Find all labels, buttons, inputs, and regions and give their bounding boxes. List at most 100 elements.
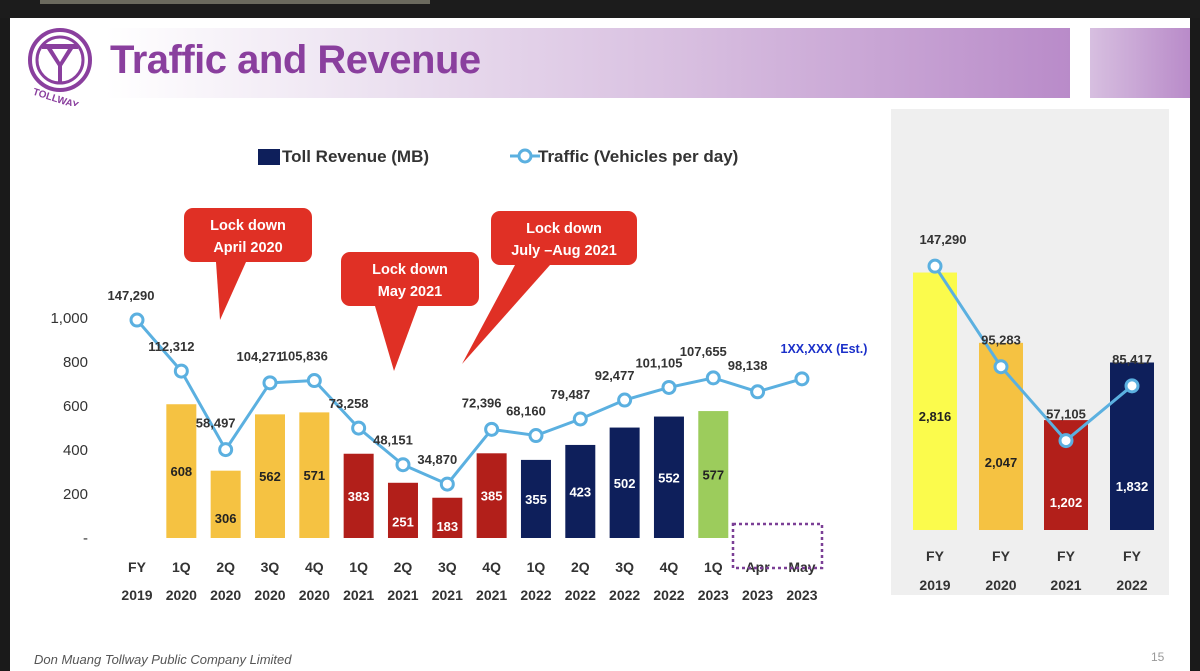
annual-traffic-label: 147,290 [920, 232, 967, 247]
revenue-bar [343, 453, 374, 538]
page-number: 15 [1151, 650, 1165, 664]
callout-3-line1: Lock down [526, 221, 602, 237]
x-tick-label-top: 1Q [172, 559, 191, 575]
revenue-bar-label: 552 [658, 470, 680, 485]
traffic-point [218, 442, 234, 458]
legend-bar-swatch [258, 149, 280, 165]
traffic-label: 72,396 [462, 395, 502, 410]
revenue-bar-label: 502 [614, 476, 636, 491]
traffic-label: 105,836 [281, 349, 328, 364]
traffic-point [572, 411, 588, 427]
traffic-point [306, 373, 322, 389]
revenue-bar [520, 459, 551, 538]
annual-traffic-label: 95,283 [981, 333, 1021, 348]
y-tick-label: 400 [63, 442, 88, 459]
x-tick-label-bottom: 2023 [742, 587, 773, 603]
traffic-label: 34,870 [417, 452, 457, 467]
y-axis: - 200 400 600 800 1,000 [50, 310, 88, 547]
traffic-label: 107,655 [680, 344, 727, 359]
x-tick-label-bottom: 2023 [698, 587, 729, 603]
traffic-point [794, 371, 810, 387]
chart-legend: Toll Revenue (MB) Traffic (Vehicles per … [258, 147, 738, 166]
annual-revenue-label: 2,047 [985, 455, 1018, 470]
callout-2-line2: May 2021 [378, 284, 443, 300]
revenue-bar [210, 470, 241, 538]
traffic-label: 73,258 [329, 396, 369, 411]
annual-revenue-bar [913, 272, 957, 530]
footer-company-name: Don Muang Tollway Public Company Limited [34, 652, 292, 667]
annual-x-tick-bottom: 2019 [919, 577, 950, 593]
annual-x-tick-bottom: 2022 [1116, 577, 1147, 593]
x-tick-label-top: FY [128, 559, 147, 575]
y-tick-label: 600 [63, 398, 88, 415]
traffic-point [262, 375, 278, 391]
callout-1-line1: Lock down [210, 218, 286, 234]
revenue-bar-label: 577 [702, 468, 724, 483]
title-banner-accent [1090, 28, 1190, 98]
revenue-bar-label: 355 [525, 492, 547, 507]
annual-traffic-label: 85,417 [1112, 352, 1152, 367]
legend-revenue-label: Toll Revenue (MB) [282, 147, 429, 166]
annual-traffic-labels: 147,290 95,283 57,105 85,417 [920, 232, 1152, 421]
revenue-bars [166, 404, 729, 538]
x-tick-label-top: 3Q [615, 559, 634, 575]
annual-x-tick-bottom: 2021 [1050, 577, 1081, 593]
annual-revenue-label: 1,832 [1116, 479, 1149, 494]
x-tick-label-top: 4Q [660, 559, 679, 575]
traffic-point [173, 363, 189, 379]
legend-traffic-label: Traffic (Vehicles per day) [538, 147, 738, 166]
annual-x-axis: FY 2019 FY 2020 FY 2021 FY 2022 [919, 548, 1147, 593]
callout-lockdown-april-2020: Lock down April 2020 [184, 208, 312, 320]
window-top-bar [0, 0, 1200, 18]
x-tick-label-top: 1Q [349, 559, 368, 575]
x-tick-label-bottom: 2019 [121, 587, 152, 603]
callout-1-line2: April 2020 [213, 240, 282, 256]
x-tick-label-bottom: 2021 [387, 587, 418, 603]
traffic-label: 48,151 [373, 433, 413, 448]
annual-revenue-labels: 2,816 2,047 1,202 1,832 [919, 409, 1149, 510]
revenue-bar-labels: 608 306 562 571 383 251 183 385 355 423 502 552 577 [170, 464, 724, 534]
annual-x-tick-top: FY [1057, 548, 1076, 564]
annual-traffic-point [993, 359, 1009, 375]
traffic-label: 112,312 [148, 339, 194, 354]
y-tick-label: 800 [63, 354, 88, 371]
revenue-bar-label: 608 [170, 464, 192, 479]
revenue-bar-label: 183 [436, 519, 458, 534]
lockdown-callouts: Lock down April 2020 Lock down May 2021 … [184, 208, 637, 371]
traffic-label: 68,160 [506, 404, 546, 419]
annual-traffic-point [927, 258, 943, 274]
traffic-point [484, 421, 500, 437]
page-title: Traffic and Revenue [110, 38, 481, 82]
tollway-logo-icon: TOLLWAY [28, 28, 92, 106]
x-tick-label-bottom: 2022 [520, 587, 551, 603]
y-tick-label: 1,000 [50, 310, 88, 327]
annual-traffic-label: 57,105 [1046, 407, 1086, 422]
annual-chart: 2,816 2,047 1,202 1,832 147,290 95,283 57,105… [913, 232, 1154, 593]
x-tick-label-top: Apr [746, 559, 771, 575]
revenue-bar [166, 404, 197, 538]
annual-revenue-label: 2,816 [919, 409, 952, 424]
x-tick-label-bottom: 2021 [476, 587, 507, 603]
annual-traffic-line [927, 258, 1140, 449]
callout-lockdown-may-2021: Lock down May 2021 [341, 252, 479, 371]
x-tick-label-bottom: 2021 [343, 587, 374, 603]
x-tick-label-top: 4Q [482, 559, 501, 575]
traffic-label: 101,105 [635, 355, 682, 370]
revenue-bar [432, 497, 463, 538]
traffic-label: 98,138 [728, 358, 768, 373]
traffic-label: 79,487 [550, 387, 590, 402]
x-tick-label-top: 2Q [394, 559, 413, 575]
revenue-bar-label: 306 [215, 511, 237, 526]
traffic-point [661, 379, 677, 395]
annual-traffic-point [1124, 378, 1140, 394]
annual-traffic-series-line [933, 265, 1133, 443]
x-tick-label-top: 1Q [527, 559, 546, 575]
x-tick-label-bottom: 2020 [299, 587, 330, 603]
traffic-point [395, 457, 411, 473]
traffic-point [439, 476, 455, 492]
annual-traffic-point [1058, 433, 1074, 449]
x-tick-label-top: 3Q [261, 559, 280, 575]
traffic-label: 104,271 [236, 349, 283, 364]
revenue-bar-label: 385 [481, 489, 503, 504]
